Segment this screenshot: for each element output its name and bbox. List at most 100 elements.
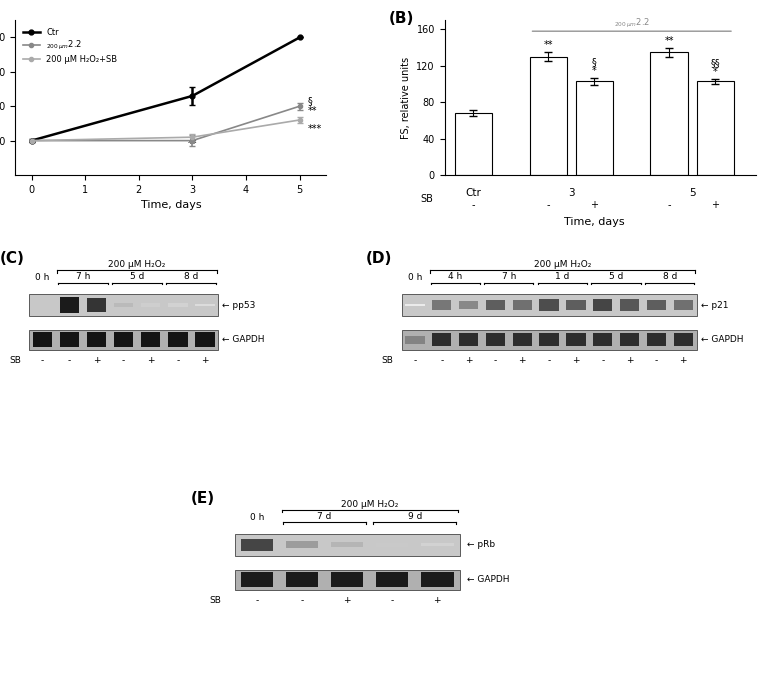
Text: 7 h: 7 h [76,272,90,281]
Bar [234,570,460,590]
Text: 5 d: 5 d [130,272,144,281]
Bar [576,81,613,175]
Text: ← GAPDH: ← GAPDH [701,335,743,344]
Text: SB: SB [420,194,433,204]
Text: 7 h: 7 h [502,272,516,281]
Text: SB: SB [9,356,21,365]
Bar [432,300,452,310]
Text: Time, days: Time, days [564,217,625,227]
Text: ***: *** [308,124,322,134]
Text: SB: SB [209,596,221,605]
Bar [406,304,425,306]
Bar [486,333,505,346]
Bar [530,57,567,175]
Text: -: - [547,356,550,365]
Bar [29,294,218,316]
Bar [168,304,187,306]
Bar [540,333,559,346]
Text: §
*: § * [592,57,597,76]
Bar [60,332,79,347]
Bar [540,299,559,311]
X-axis label: Time, days: Time, days [140,200,201,211]
Text: +: + [679,356,687,365]
Bar [651,52,688,175]
Text: $_{200\,\mu m}$2.2: $_{200\,\mu m}$2.2 [614,17,650,30]
Bar [647,300,666,310]
Text: +: + [712,200,719,211]
Text: ← GAPDH: ← GAPDH [466,575,509,584]
Text: +: + [201,356,209,365]
Bar [513,333,532,346]
Bar [566,300,585,310]
Text: (D): (D) [366,251,392,266]
Text: 200 μM H₂O₂: 200 μM H₂O₂ [341,500,399,509]
Bar [421,572,453,587]
Bar [141,332,160,347]
Bar [376,572,409,587]
Text: +: + [343,596,351,605]
Text: -: - [413,356,416,365]
Text: -: - [655,356,658,365]
Text: +: + [465,356,473,365]
Text: ← pRb: ← pRb [466,541,495,549]
Bar [286,572,318,587]
Text: -: - [601,356,604,365]
Text: -: - [176,356,180,365]
Bar [455,113,492,175]
Text: 8 d: 8 d [662,272,677,281]
Bar [331,572,363,587]
Text: +: + [518,356,526,365]
Text: **: ** [187,139,197,149]
Text: 3: 3 [568,188,574,198]
Bar [114,302,133,307]
Bar [421,543,453,546]
Text: **: ** [308,107,317,116]
Text: **: ** [665,36,674,46]
Bar [402,294,696,316]
Bar [234,534,460,556]
Bar [241,539,273,551]
Bar [674,333,693,346]
Text: 7 d: 7 d [318,512,332,520]
Text: +: + [572,356,580,365]
Text: +: + [591,200,598,211]
Bar [406,336,425,344]
Bar [486,300,505,310]
Bar [29,330,218,350]
Bar [432,333,452,346]
Text: +: + [93,356,100,365]
Text: 8 d: 8 d [184,272,198,281]
Bar [286,541,318,548]
Text: (E): (E) [191,491,215,506]
Text: **: ** [544,40,553,51]
Text: -: - [68,356,71,365]
Text: -: - [440,356,443,365]
Bar [376,543,409,547]
Text: -: - [493,356,497,365]
Text: -: - [122,356,125,365]
Bar [87,332,106,347]
Text: -: - [391,596,394,605]
Text: 0 h: 0 h [250,512,264,522]
Bar [195,332,214,347]
Bar [566,333,585,346]
Bar [141,303,160,306]
Text: +: + [433,596,441,605]
Text: -: - [547,200,550,211]
Text: 5 d: 5 d [609,272,623,281]
Y-axis label: FS, relative units: FS, relative units [401,57,411,138]
Bar [593,333,612,346]
Bar [60,297,79,313]
Text: -: - [472,200,475,211]
Text: 200 μM H₂O₂: 200 μM H₂O₂ [534,260,591,269]
Legend: Ctr, $_{200\,\mu m}$2.2, 200 μM H₂O₂+SB: Ctr, $_{200\,\mu m}$2.2, 200 μM H₂O₂+SB [19,24,121,68]
Text: -: - [41,356,44,365]
Text: ← p21: ← p21 [701,300,728,310]
Text: §: § [308,96,312,106]
Bar [620,333,639,346]
Bar [195,304,214,306]
Text: ← GAPDH: ← GAPDH [222,335,265,344]
Text: +: + [147,356,154,365]
Text: 200 μM H₂O₂: 200 μM H₂O₂ [109,260,166,269]
Text: 9 d: 9 d [408,512,422,520]
